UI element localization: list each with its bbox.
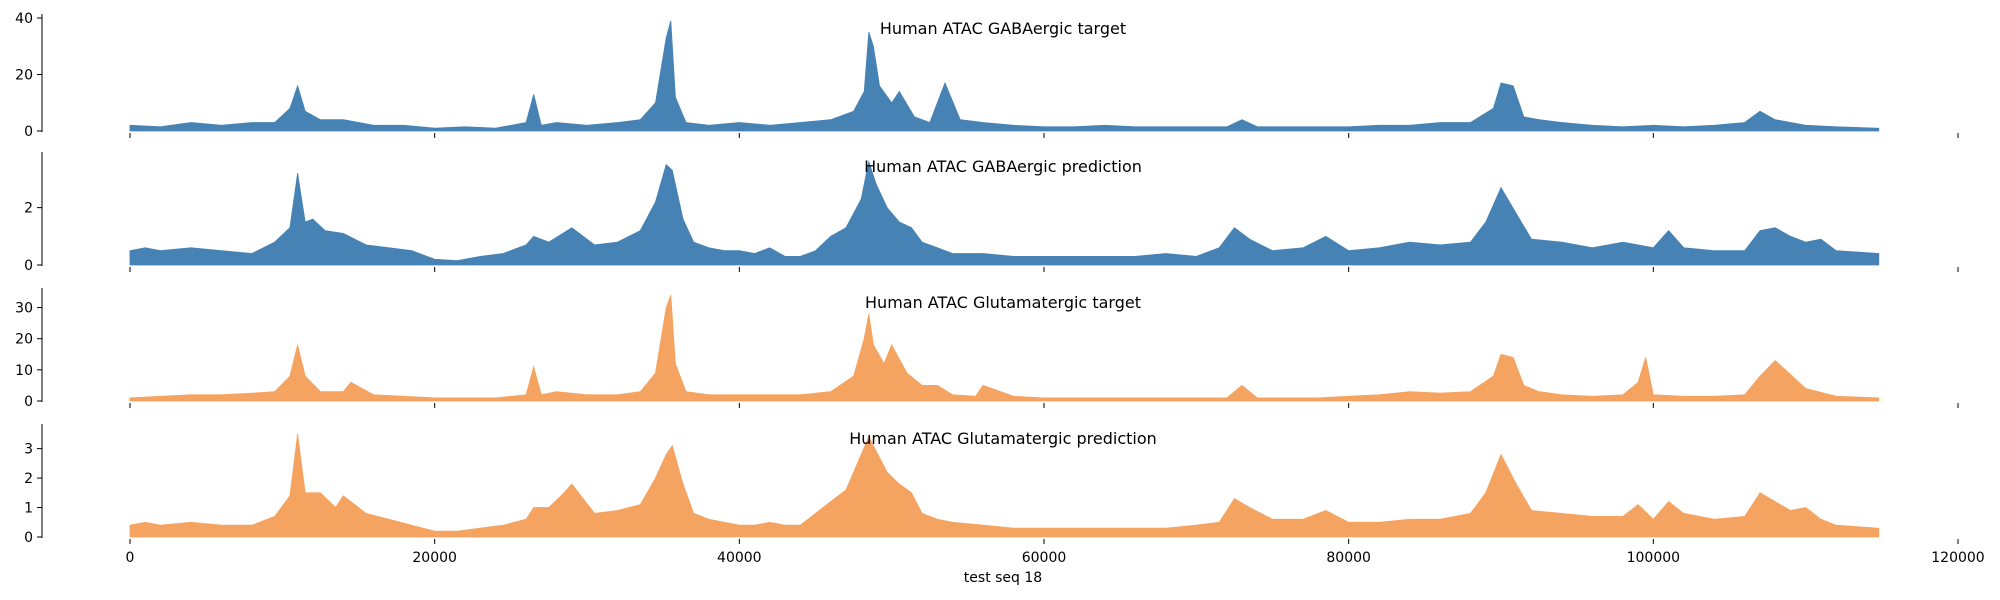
track-panel: 0 2 Human ATAC GABAergic prediction	[24, 152, 1959, 274]
track-title: Human ATAC Glutamatergic target	[865, 293, 1141, 312]
coverage-area	[129, 20, 1880, 132]
y-tick-label: 1	[24, 501, 33, 517]
y-tick-label: 0	[24, 530, 33, 546]
x-axis: 0 20000 40000 60000 80000 100000 120000	[126, 550, 1985, 566]
y-tick-label: 40	[15, 11, 33, 27]
coverage-area	[129, 433, 1880, 538]
x-tick-label: 60000	[1022, 550, 1067, 566]
track-panel: 0 10 20 30 Human ATAC Glutamatergic target	[15, 288, 1959, 410]
x-tick-label: 0	[126, 550, 135, 566]
x-tick-label: 80000	[1326, 550, 1371, 566]
x-axis-label: test seq 18	[964, 570, 1042, 586]
y-tick-label: 0	[24, 258, 33, 274]
y-tick-label: 2	[24, 201, 33, 217]
y-tick-label: 30	[15, 301, 33, 317]
x-tick-label: 120000	[1931, 550, 1984, 566]
y-tick-label: 2	[24, 471, 33, 487]
y-tick-label: 0	[24, 124, 33, 140]
y-tick-label: 20	[15, 332, 33, 348]
x-tick-label: 100000	[1627, 550, 1680, 566]
y-tick-label: 20	[15, 68, 33, 84]
track-panel: 0 20 40 Human ATAC GABAergic target	[15, 11, 1959, 140]
track-panel: 0 1 2 3 Human ATAC Glutamatergic prediction	[24, 424, 1959, 546]
y-tick-label: 10	[15, 363, 33, 379]
x-tick-label: 20000	[412, 550, 457, 566]
y-tick-label: 3	[24, 442, 33, 458]
track-title: Human ATAC Glutamatergic prediction	[849, 429, 1157, 448]
track-title: Human ATAC GABAergic target	[880, 19, 1126, 38]
x-tick-label: 40000	[717, 550, 762, 566]
y-tick-label: 0	[24, 394, 33, 410]
track-title: Human ATAC GABAergic prediction	[864, 157, 1142, 176]
coverage-area	[129, 160, 1880, 266]
coverage-area	[129, 294, 1880, 402]
